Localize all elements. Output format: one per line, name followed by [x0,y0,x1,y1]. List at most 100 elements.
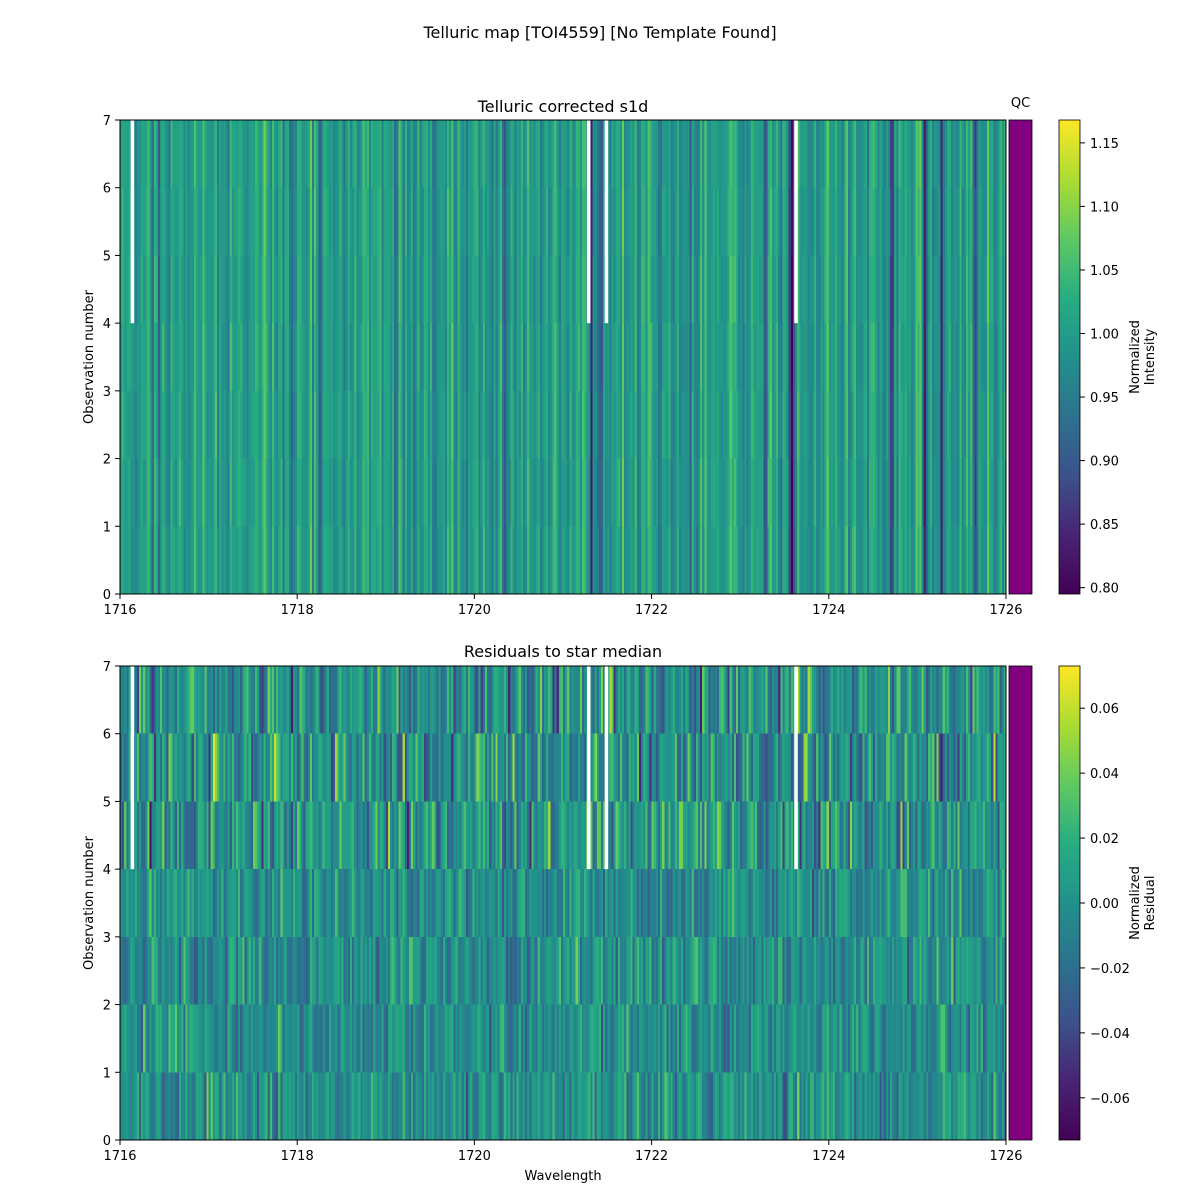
heatmap-cell [157,801,161,870]
heatmap-cell [980,323,984,391]
heatmap-cell [290,526,294,594]
heatmap-cell [531,120,535,188]
heatmap-cell [512,323,516,391]
heatmap-cell [913,120,916,188]
heatmap-cell [311,526,315,594]
heatmap-cell [311,1004,315,1073]
heatmap-cell [356,255,359,324]
heatmap-cell [463,1072,467,1140]
heatmap-cell [982,120,986,188]
heatmap-cell [451,936,454,1005]
heatmap-cell [518,390,522,459]
heatmap-cell [299,1072,303,1140]
heatmap-cell [179,801,182,870]
heatmap-cell [866,390,870,459]
heatmap-cell [773,120,777,188]
heatmap-cell [341,120,345,188]
heatmap-cell [352,1004,355,1073]
heatmap-cell [679,666,682,734]
heatmap-cell [208,666,212,734]
heatmap-cell [525,458,528,527]
heatmap-cell [619,733,623,802]
heatmap-cell [919,187,923,256]
heatmap-cell [773,390,777,459]
heatmap-cell [141,526,144,594]
heatmap-cell [284,1072,288,1140]
heatmap-cell [330,458,334,527]
heatmap-cell [446,255,450,324]
heatmap-cell [208,801,212,870]
heatmap-cell [643,1004,646,1073]
heatmap-cell [236,733,239,802]
heatmap-cell [957,390,961,459]
heatmap-cell [556,801,560,870]
heatmap-cell [579,187,583,256]
heatmap-cell [453,187,457,256]
heatmap-cell [174,801,178,870]
heatmap-cell [345,526,349,594]
heatmap-cell [143,1004,146,1073]
heatmap-cell [432,255,435,324]
heatmap-cell [698,1072,701,1140]
heatmap-cell [565,1004,568,1073]
heatmap-cell [668,1072,672,1140]
heatmap-cell [919,255,923,324]
heatmap-cell [535,458,539,527]
heatmap-cell [548,390,551,459]
heatmap-cell [615,526,619,594]
heatmap-cell [708,187,712,256]
heatmap-cell [634,255,638,324]
heatmap-cell [453,120,457,188]
heatmap-cell [295,1004,298,1073]
heatmap-cell [999,526,1003,594]
heatmap-cell [307,323,311,391]
heatmap-cell [440,187,444,256]
heatmap-cell [489,323,492,391]
heatmap-cell [839,255,843,324]
heatmap-cell [982,390,986,459]
heatmap-cell [470,120,473,188]
heatmap-cell [968,323,971,391]
heatmap-cell [712,323,716,391]
heatmap-cell [852,187,855,256]
heatmap-cell [404,936,408,1005]
heatmap-cell [143,526,146,594]
heatmap-cell [451,120,454,188]
axes-frame [119,119,1007,595]
heatmap-cell [236,458,239,527]
heatmap-cell [267,120,271,188]
heatmap-cell [518,936,522,1005]
heatmap-cell [641,801,644,870]
heatmap-cell [181,255,184,324]
heatmap-cell [822,323,826,391]
heatmap-cell [406,666,410,734]
heatmap-cell [953,526,956,594]
heatmap-cell [499,458,503,527]
heatmap-cell [801,526,805,594]
heatmap-cell [896,187,900,256]
heatmap-cell [609,187,613,256]
heatmap-cell [419,255,423,324]
heatmap-cell [259,458,262,527]
heatmap-cell [438,255,442,324]
heatmap-cell [124,666,127,734]
heatmap-cell [615,458,619,527]
heatmap-cell [529,187,532,256]
heatmap-cell [870,526,874,594]
heatmap-cell [179,390,182,459]
heatmap-cell [155,390,159,459]
heatmap-cell [594,666,598,734]
heatmap-cell [427,869,431,937]
heatmap-cell [984,255,988,324]
heatmap-cell [217,526,220,594]
heatmap-cell [432,390,435,459]
heatmap-cell [854,323,857,391]
heatmap-cell [472,936,475,1005]
heatmap-cell [318,801,322,870]
heatmap-cell [510,390,513,459]
heatmap-cell [212,801,216,870]
heatmap-cell [271,255,275,324]
heatmap-cell [200,1004,203,1073]
heatmap-cell [963,323,967,391]
heatmap-cell [143,120,146,188]
